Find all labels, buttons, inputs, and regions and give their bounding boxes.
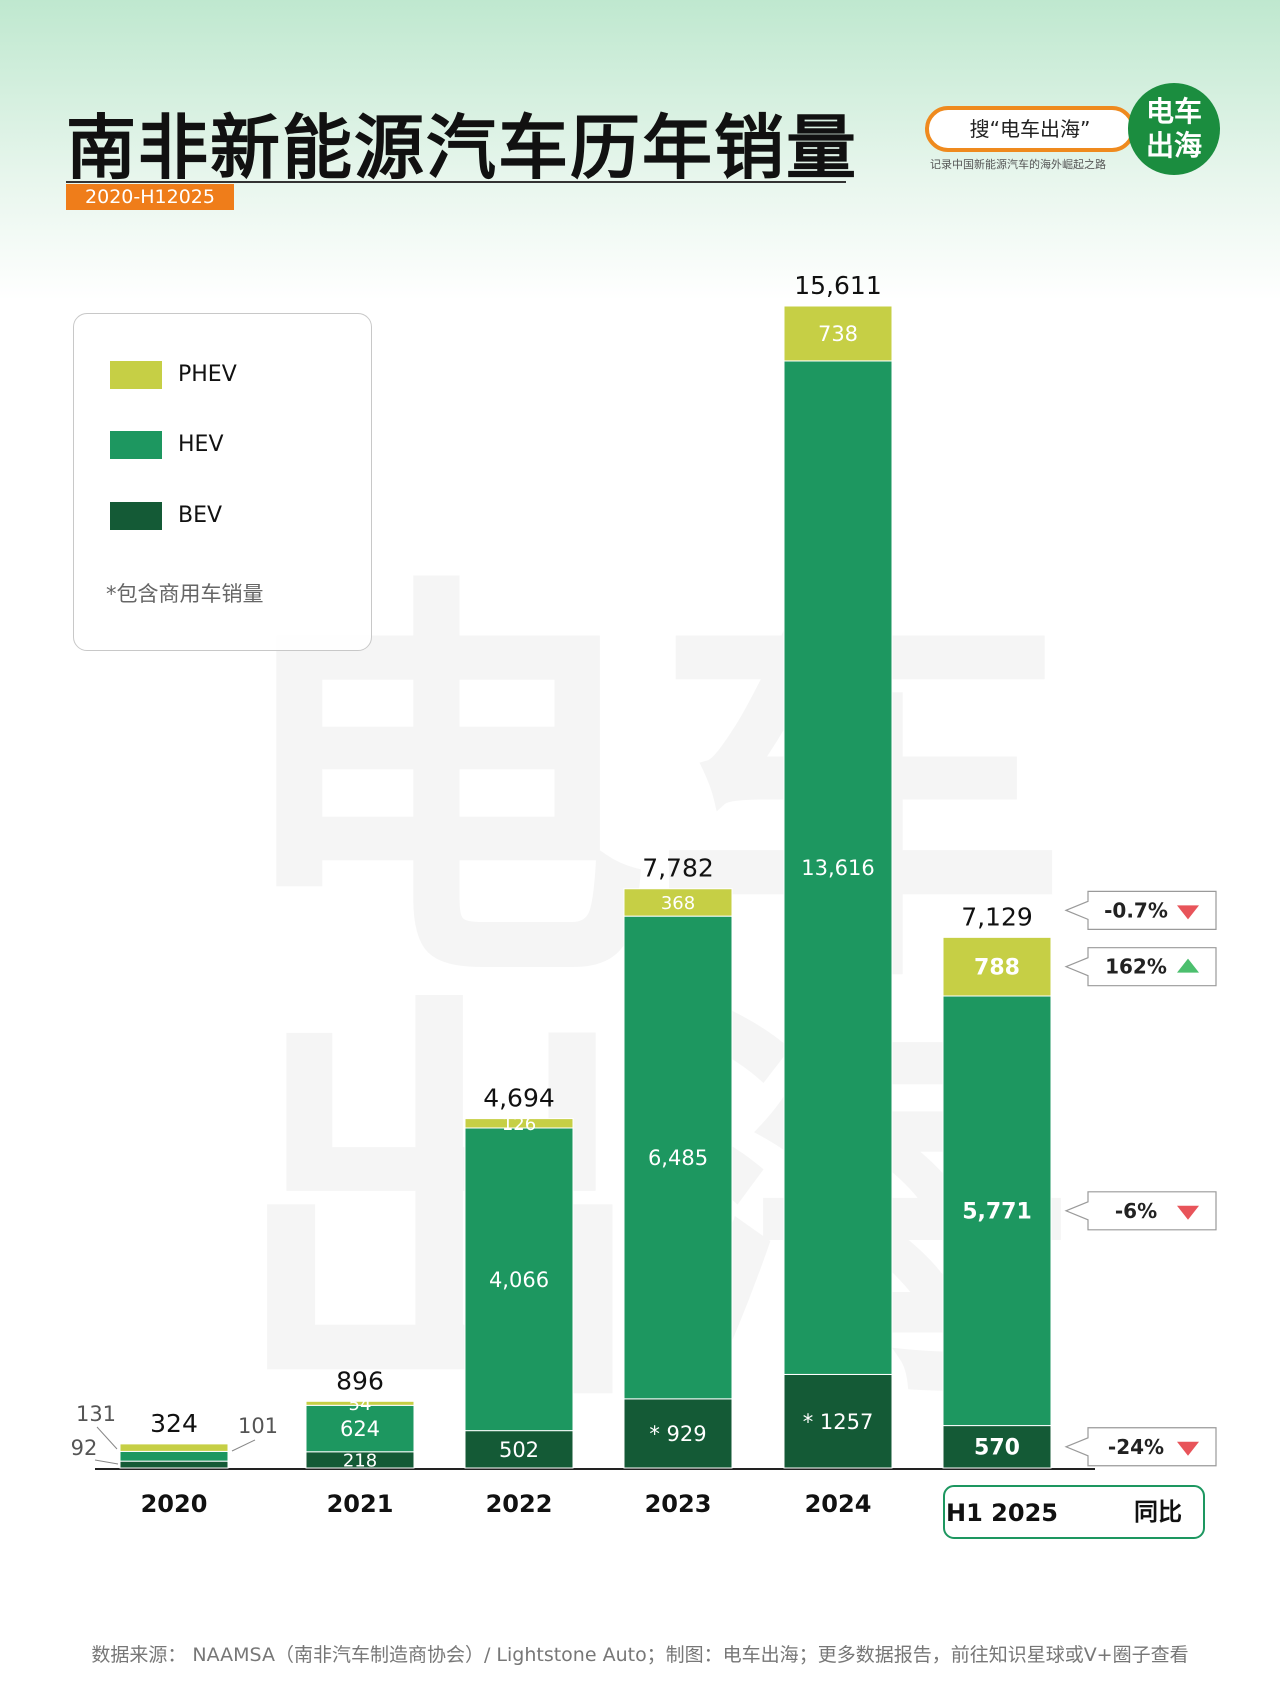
legend-footnote: *包含商用车销量: [106, 582, 264, 606]
bar-phev-2024: [783, 305, 893, 362]
data-label-hev-2022: 4,066: [489, 1268, 549, 1292]
data-label-bev-2022: 502: [499, 1438, 539, 1462]
bar-hev-2024: [783, 360, 893, 1375]
yoy-phev-up-arrow-icon: [1177, 958, 1199, 973]
leader-line-bev-2020: [94, 1459, 119, 1465]
data-label-hev-2024: 13,616: [801, 856, 874, 880]
data-source-footer: 数据来源： NAAMSA（南非汽车制造商协会）/ Lightstone Auto…: [91, 1644, 1189, 1666]
h1-2025-category-box: [943, 1485, 1205, 1539]
legend-label-bev: BEV: [178, 503, 223, 528]
total-label-2020: 324: [150, 1409, 198, 1438]
bar-bev-2020: [119, 1460, 229, 1469]
x-tick-label-2022: 2022: [486, 1490, 553, 1518]
bar-bev-2024: [783, 1373, 893, 1469]
yoy-bev-callout: [1064, 1427, 1217, 1467]
legend-label-phev: PHEV: [178, 362, 237, 387]
legend-label-hev: HEV: [178, 432, 224, 457]
data-label-phev-H1-2025: 788: [974, 956, 1020, 981]
yoy-hev-callout: [1064, 1191, 1217, 1231]
bar-phev-2023: [623, 888, 733, 917]
data-label-phev-2020: 101: [238, 1414, 278, 1438]
x-tick-label-H1-2025: H1 2025: [946, 1499, 1058, 1527]
x-tick-label-2020: 2020: [141, 1490, 208, 1518]
title-underline: [66, 181, 846, 183]
legend-swatch-hev: [110, 431, 162, 459]
brand-logo-line2: 出海: [1145, 129, 1202, 162]
data-label-hev-2021: 624: [340, 1417, 380, 1441]
bar-phev-2020: [119, 1443, 229, 1452]
yoy-bev-down-arrow-icon: [1177, 1441, 1199, 1456]
legend-swatch-phev: [110, 361, 162, 389]
yoy-hev-down-arrow-icon: [1177, 1205, 1199, 1220]
legend-swatch-bev: [110, 502, 162, 530]
data-label-phev-2023: 368: [661, 893, 695, 914]
x-tick-label-2023: 2023: [645, 1490, 712, 1518]
data-label-bev-2020: 92: [71, 1436, 98, 1460]
bar-phev-2021: [305, 1400, 415, 1406]
data-label-hev-2023: 6,485: [648, 1146, 708, 1170]
yoy-hev-value: -6%: [1115, 1199, 1157, 1223]
yoy-phev-value: 162%: [1105, 955, 1167, 979]
data-label-bev-H1-2025: 570: [974, 1436, 1020, 1461]
brand-search-pill: 搜“电车出海”: [925, 106, 1135, 152]
page-title: 南非新能源汽车历年销量: [66, 107, 858, 189]
data-label-bev-2023: * 929: [649, 1422, 706, 1446]
total-label-H1-2025: 7,129: [961, 902, 1033, 931]
chart-legend: PHEV HEV BEV *包含商用车销量: [73, 313, 372, 651]
yoy-phev-callout: [1064, 947, 1217, 987]
yoy-header: 同比: [1134, 1498, 1182, 1526]
bar-phev-H1-2025: [942, 936, 1052, 997]
data-label-bev-2024: * 1257: [803, 1410, 874, 1434]
bar-hev-H1-2025: [942, 995, 1052, 1427]
data-label-hev-2020: 131: [76, 1402, 116, 1426]
date-range-tag: 2020-H12025: [66, 184, 234, 210]
yoy-total-callout: [1064, 890, 1217, 930]
data-label-phev-2022: 126: [502, 1114, 536, 1135]
leader-line-hev-2020: [96, 1426, 118, 1450]
bar-hev-2023: [623, 915, 733, 1400]
total-label-2022: 4,694: [483, 1084, 555, 1113]
total-label-2021: 896: [336, 1366, 384, 1395]
bar-hev-2022: [464, 1127, 574, 1432]
brand-slogan: 记录中国新能源汽车的海外崛起之路: [930, 158, 1106, 171]
bar-hev-2021: [305, 1404, 415, 1453]
data-label-phev-2024: 738: [818, 322, 858, 346]
bar-hev-2020: [119, 1450, 229, 1462]
bar-bev-2023: [623, 1398, 733, 1469]
yoy-total-value: -0.7%: [1104, 898, 1168, 922]
x-tick-label-2024: 2024: [805, 1490, 872, 1518]
bar-phev-2022: [464, 1118, 574, 1129]
brand-logo-line1: 电车: [1145, 95, 1202, 128]
x-tick-label-2021: 2021: [327, 1490, 394, 1518]
brand-logo: 电车 出海: [1128, 83, 1220, 175]
total-label-2023: 7,782: [642, 854, 714, 883]
yoy-bev-value: -24%: [1108, 1435, 1164, 1459]
total-label-2024: 15,611: [794, 271, 881, 300]
data-label-bev-2021: 218: [343, 1450, 377, 1471]
leader-line-phev-2020: [231, 1439, 256, 1452]
data-label-hev-H1-2025: 5,771: [962, 1200, 1032, 1225]
data-label-phev-2021: 54: [349, 1394, 372, 1415]
yoy-total-down-arrow-icon: [1177, 905, 1199, 920]
